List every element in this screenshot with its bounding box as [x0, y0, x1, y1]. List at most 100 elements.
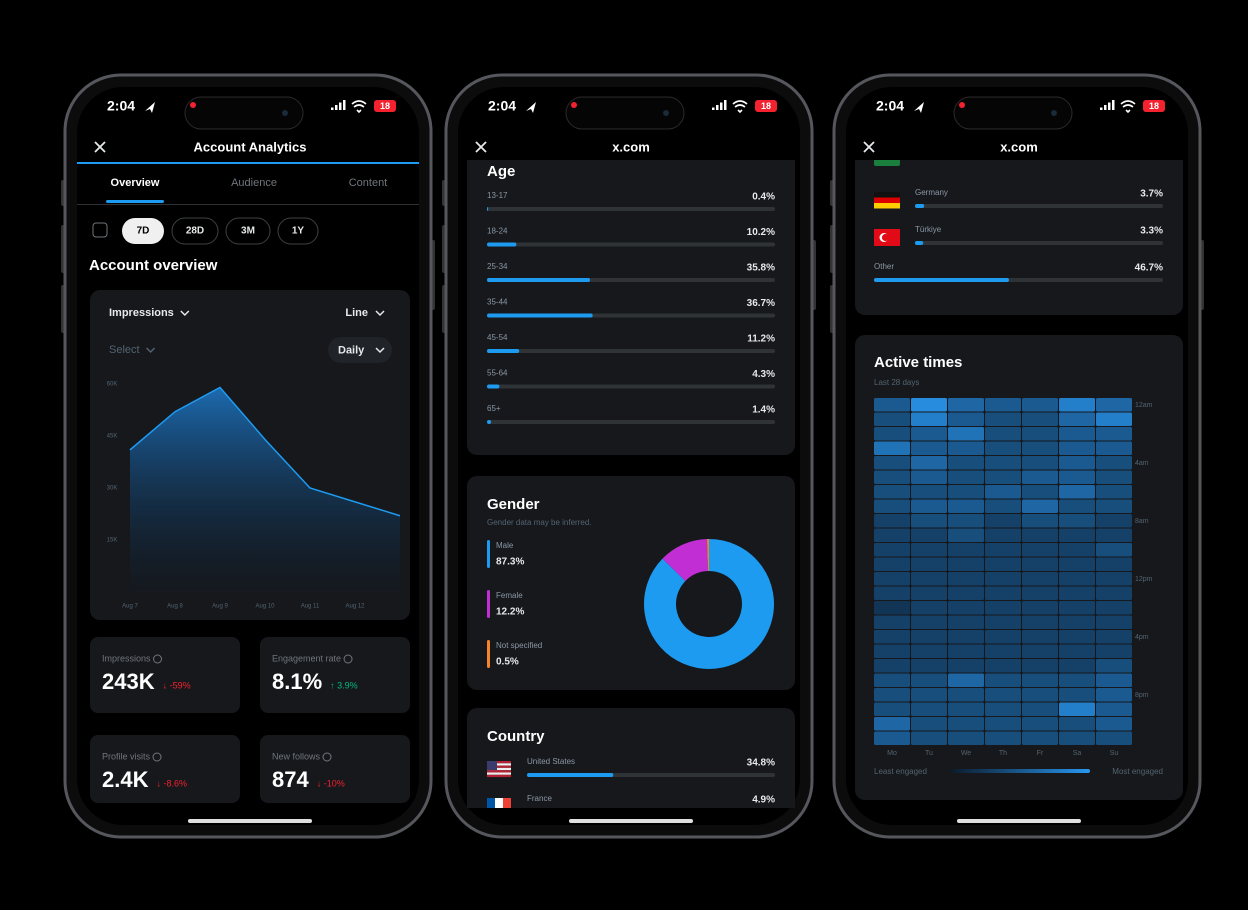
heatmap-cell	[874, 731, 910, 745]
heatmap-cell	[985, 630, 1021, 644]
range-pill[interactable]	[277, 217, 319, 245]
row-label: Türkiye	[915, 225, 942, 234]
heatmap-cell	[1059, 485, 1095, 499]
day-label: Fr	[1037, 750, 1044, 757]
heatmap-cell	[911, 702, 947, 716]
battery-level: 18	[761, 101, 771, 111]
heatmap-cell	[948, 731, 984, 745]
row-value: 46.7%	[1135, 263, 1163, 274]
range-pill[interactable]	[225, 217, 271, 245]
heatmap-cell	[874, 601, 910, 615]
heatmap-cell	[911, 557, 947, 571]
tab-divider	[77, 204, 419, 205]
card-title: Age	[487, 163, 515, 180]
metric-label: New follows	[272, 751, 321, 761]
tab-indicator	[106, 200, 164, 203]
legend-label: Not specified	[496, 641, 542, 650]
heatmap-cell	[1022, 398, 1058, 412]
heatmap-cell	[874, 427, 910, 441]
bar	[487, 313, 593, 318]
heatmap-cell	[1096, 412, 1132, 426]
status-time: 2:04	[876, 98, 904, 114]
tab[interactable]: Audience	[231, 177, 277, 189]
close-button[interactable]	[94, 141, 106, 153]
heatmap-cell	[1059, 427, 1095, 441]
select-dropdown[interactable]: Select	[109, 344, 140, 356]
signal-bar	[724, 100, 727, 110]
tab[interactable]: Overview	[111, 177, 160, 189]
close-button[interactable]	[475, 141, 487, 153]
heatmap-cell	[1022, 485, 1058, 499]
legend-label: Female	[496, 591, 523, 600]
heatmap-cell	[1059, 586, 1095, 600]
row-label: 25-34	[487, 262, 508, 271]
signal-bar	[1104, 105, 1107, 110]
hour-label: 4am	[1135, 460, 1149, 467]
camera-dot	[282, 110, 288, 116]
heatmap-cell	[1022, 557, 1058, 571]
bar	[487, 384, 500, 389]
interval-dropdown[interactable]: Daily	[338, 344, 365, 356]
metric-change: ↑ 3.9%	[330, 680, 358, 690]
heatmap-cell	[1059, 644, 1095, 658]
heatmap-cell	[911, 731, 947, 745]
interval-pill[interactable]	[328, 337, 392, 363]
bar-track	[487, 207, 775, 211]
header-title: x.com	[1000, 139, 1038, 154]
calendar-icon[interactable]	[92, 222, 108, 238]
metric-dropdown[interactable]: Impressions	[109, 307, 174, 319]
heatmap-cell	[948, 615, 984, 629]
close-button[interactable]	[863, 141, 875, 153]
day-label: Tu	[925, 750, 933, 757]
flag-stripe	[487, 798, 495, 808]
heatmap-cell	[1096, 659, 1132, 673]
heatmap-cell	[874, 485, 910, 499]
bar	[487, 278, 591, 282]
row-value: 11.2%	[747, 334, 775, 345]
battery-level: 18	[380, 101, 390, 111]
heatmap-cell	[1022, 586, 1058, 600]
heatmap-cell	[1022, 673, 1058, 687]
heatmap-cell	[911, 586, 947, 600]
heatmap-cell	[948, 398, 984, 412]
home-indicator	[957, 819, 1081, 823]
row-value: 10.2%	[747, 227, 775, 238]
day-label: Th	[999, 750, 1007, 757]
row-label: Other	[874, 262, 894, 271]
heatmap-cell	[1059, 557, 1095, 571]
heatmap-cell	[948, 543, 984, 557]
heatmap-cell	[985, 427, 1021, 441]
heatmap-cell	[1059, 441, 1095, 455]
status-and-header: 2:04 18 Account Analytics	[94, 96, 396, 823]
bar-track	[487, 242, 775, 247]
heatmap-cell	[1022, 456, 1058, 470]
signal-bar	[335, 105, 338, 110]
tab[interactable]: Content	[349, 177, 388, 189]
donut-segment	[644, 539, 774, 669]
range-label[interactable]: 28D	[186, 226, 204, 237]
signal-bar	[1112, 100, 1115, 110]
row-value: 35.8%	[747, 263, 775, 274]
chevron-icon	[375, 310, 385, 317]
legend-label: Male	[496, 541, 514, 550]
legend-high: Most engaged	[1112, 767, 1163, 776]
range-label[interactable]: 3M	[241, 226, 255, 237]
chart-type-dropdown[interactable]: Line	[345, 307, 368, 319]
range-pill[interactable]	[122, 218, 164, 244]
country-card	[855, 160, 1183, 315]
row-label: 55-64	[487, 369, 508, 378]
heatmap-cell	[1022, 717, 1058, 731]
range-label[interactable]: 1Y	[292, 226, 305, 237]
wifi-icon	[351, 100, 367, 114]
gender-card	[467, 476, 795, 690]
heatmap-cell	[874, 673, 910, 687]
flag-canton	[487, 761, 497, 770]
heatmap-cell	[1096, 644, 1132, 658]
range-pill[interactable]	[171, 217, 219, 245]
activity-screen: Germany 3.7% Türkiye 3.3% Other 46.7% Active t…	[855, 160, 1183, 800]
range-label[interactable]: 7D	[137, 226, 150, 237]
metric-change: ↓ -8.6%	[156, 778, 187, 788]
heatmap-cell	[985, 688, 1021, 702]
flag-stripe	[874, 203, 900, 209]
chevron-icon	[146, 347, 156, 354]
